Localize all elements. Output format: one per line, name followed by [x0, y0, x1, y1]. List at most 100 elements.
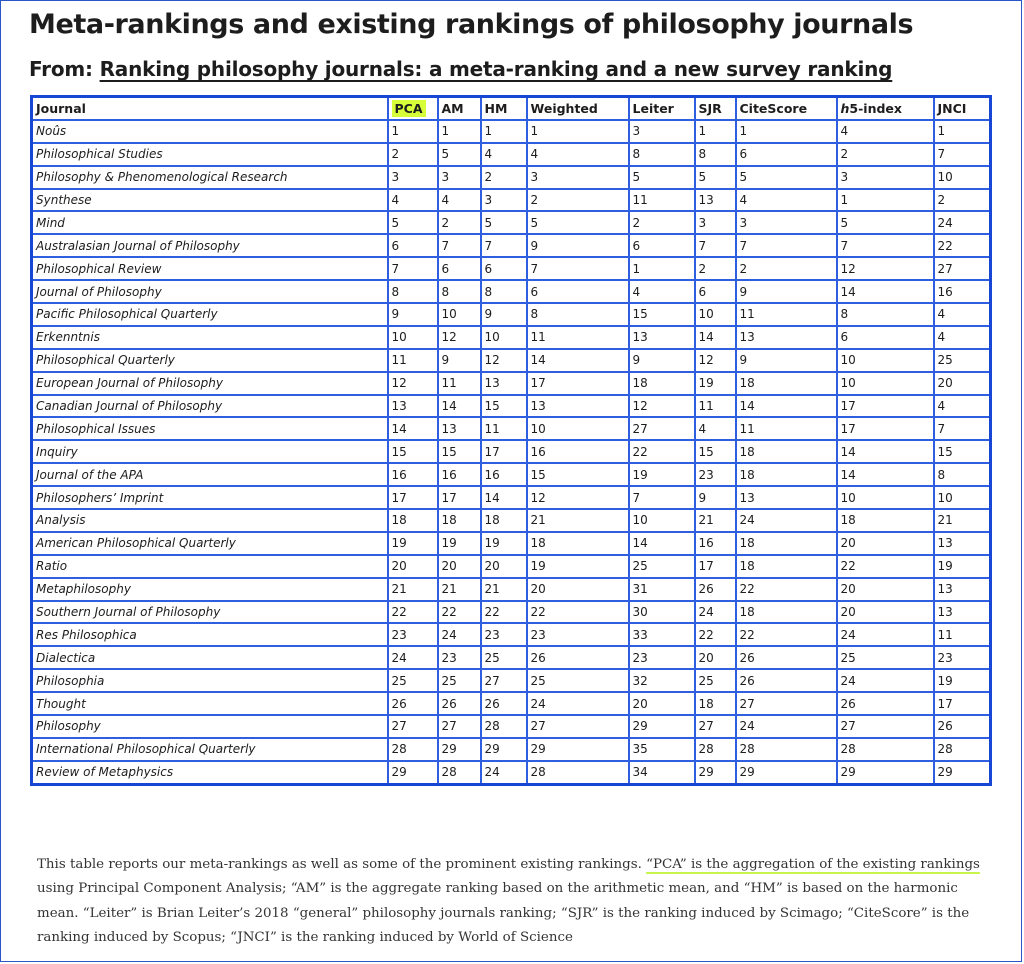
- cell-citescore: 4: [734, 187, 838, 213]
- table-row: International Philosophical Quarterly 28 2…: [30, 736, 992, 762]
- cell-am: 5: [436, 141, 482, 167]
- cell-leiter: 32: [627, 668, 696, 694]
- cell-am: 9: [436, 347, 482, 373]
- cell-sjr: 3: [693, 210, 737, 236]
- header-pca-highlight: PCA: [391, 99, 426, 117]
- cell-leiter: 18: [627, 370, 696, 396]
- cell-weighted: 4: [525, 141, 630, 167]
- table-row: Philosophy 27 27 28 27 29 27 24 27 26: [30, 714, 992, 739]
- cell-leiter: 25: [627, 553, 696, 579]
- cell-journal: Pacific Philosophical Quarterly: [30, 302, 389, 327]
- cell-sjr: 27: [693, 714, 737, 739]
- cell-hm: 17: [479, 439, 528, 465]
- cell-weighted: 23: [525, 622, 630, 648]
- cell-leiter: 29: [627, 714, 696, 739]
- table-row: Review of Metaphysics 29 28 24 28 34 29 29 29 29: [30, 759, 992, 786]
- cell-sjr: 23: [693, 462, 737, 488]
- cell-journal: Philosophy & Phenomenological Research: [30, 164, 389, 190]
- cell-citescore: 18: [734, 530, 838, 556]
- cell-h5-index: 18: [835, 508, 935, 533]
- table-row: Southern Journal of Philosophy 22 22 22 22 30…: [30, 599, 992, 625]
- cell-citescore: 9: [734, 279, 838, 305]
- cell-citescore: 18: [734, 439, 838, 465]
- cell-citescore: 26: [734, 645, 838, 671]
- cell-pca: 8: [386, 279, 439, 305]
- cell-leiter: 9: [627, 347, 696, 373]
- cell-citescore: 27: [734, 691, 838, 717]
- cell-journal: European Journal of Philosophy: [30, 370, 389, 396]
- cell-hm: 19: [479, 530, 528, 556]
- cell-weighted: 26: [525, 645, 630, 671]
- cell-weighted: 5: [525, 210, 630, 236]
- cell-am: 1: [436, 118, 482, 144]
- cell-hm: 14: [479, 485, 528, 511]
- cell-jnci: 11: [932, 622, 992, 648]
- table-row: Thought 26 26 26 24 20 18 27 26 17: [30, 691, 992, 717]
- cell-citescore: 13: [734, 485, 838, 511]
- table-header-row: Journal PCA AM HM Weighted Leiter SJR Ci…: [30, 95, 992, 121]
- cell-sjr: 16: [693, 530, 737, 556]
- cell-hm: 4: [479, 141, 528, 167]
- cell-weighted: 27: [525, 714, 630, 739]
- cell-h5-index: 7: [835, 233, 935, 259]
- cell-leiter: 30: [627, 599, 696, 625]
- cell-journal: Inquiry: [30, 439, 389, 465]
- cell-pca: 11: [386, 347, 439, 373]
- cell-leiter: 6: [627, 233, 696, 259]
- table-row: European Journal of Philosophy 12 11 13 17 18…: [30, 370, 992, 396]
- header-am: AM: [436, 95, 482, 121]
- caption-underlined-text: “PCA” is the aggregation of the existing…: [646, 857, 980, 872]
- cell-h5-index: 17: [835, 416, 935, 442]
- cell-weighted: 11: [525, 324, 630, 350]
- cell-weighted: 17: [525, 370, 630, 396]
- cell-hm: 11: [479, 416, 528, 442]
- cell-sjr: 2: [693, 256, 737, 282]
- cell-pca: 9: [386, 302, 439, 327]
- cell-am: 26: [436, 691, 482, 717]
- cell-jnci: 4: [932, 302, 992, 327]
- cell-am: 27: [436, 714, 482, 739]
- header-h5-index: h5-index: [835, 95, 935, 121]
- cell-leiter: 3: [627, 118, 696, 144]
- table-row: Erkenntnis 10 12 10 11 13 14 13 6 4: [30, 324, 992, 350]
- cell-leiter: 33: [627, 622, 696, 648]
- cell-h5-index: 24: [835, 622, 935, 648]
- cell-h5-index: 14: [835, 462, 935, 488]
- cell-weighted: 18: [525, 530, 630, 556]
- table-row: Philosophers’ Imprint 17 17 14 12 7 9 13 10 10: [30, 485, 992, 511]
- caption-text-rest: using Principal Component Analysis; “AM”…: [37, 881, 970, 946]
- cell-h5-index: 5: [835, 210, 935, 236]
- cell-journal: Philosophy: [30, 714, 389, 739]
- cell-journal: Synthese: [30, 187, 389, 213]
- cell-jnci: 16: [932, 279, 992, 305]
- cell-jnci: 10: [932, 485, 992, 511]
- cell-h5-index: 20: [835, 530, 935, 556]
- table-row: Philosophical Quarterly 11 9 12 14 9 12 9 10 25: [30, 347, 992, 373]
- source-article-link[interactable]: Ranking philosophy journals: a meta-rank…: [99, 57, 893, 81]
- cell-h5-index: 28: [835, 736, 935, 762]
- cell-citescore: 1: [734, 118, 838, 144]
- cell-hm: 16: [479, 462, 528, 488]
- cell-jnci: 7: [932, 141, 992, 167]
- cell-jnci: 20: [932, 370, 992, 396]
- cell-am: 15: [436, 439, 482, 465]
- cell-hm: 23: [479, 622, 528, 648]
- cell-hm: 8: [479, 279, 528, 305]
- cell-journal: Journal of the APA: [30, 462, 389, 488]
- rankings-table: Journal PCA AM HM Weighted Leiter SJR Ci…: [30, 95, 992, 786]
- cell-h5-index: 6: [835, 324, 935, 350]
- cell-sjr: 14: [693, 324, 737, 350]
- cell-leiter: 31: [627, 576, 696, 602]
- cell-sjr: 10: [693, 302, 737, 327]
- cell-weighted: 24: [525, 691, 630, 717]
- cell-pca: 24: [386, 645, 439, 671]
- cell-am: 17: [436, 485, 482, 511]
- cell-sjr: 19: [693, 370, 737, 396]
- cell-weighted: 19: [525, 553, 630, 579]
- table-row: Journal of the APA 16 16 16 15 19 23 18 14 8: [30, 462, 992, 488]
- cell-weighted: 12: [525, 485, 630, 511]
- cell-weighted: 13: [525, 393, 630, 419]
- cell-citescore: 11: [734, 416, 838, 442]
- cell-weighted: 15: [525, 462, 630, 488]
- cell-h5-index: 10: [835, 485, 935, 511]
